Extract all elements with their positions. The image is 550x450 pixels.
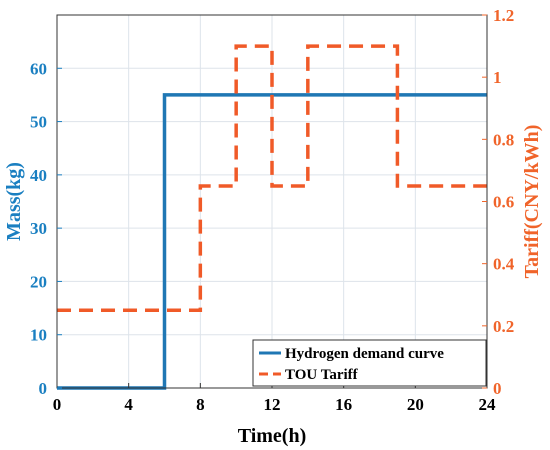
right-y-axis-ticks: 0 0.2 0.4 0.6 0.8 1 1.2 <box>482 6 515 398</box>
left-y-tick-label: 60 <box>30 59 47 78</box>
x-tick-label: 12 <box>264 395 281 414</box>
x-axis-label: Time(h) <box>238 425 307 447</box>
x-tick-label: 4 <box>124 395 133 414</box>
legend-box <box>252 339 487 387</box>
x-tick-label: 16 <box>335 395 352 414</box>
right-y-tick-label: 0.6 <box>493 193 514 212</box>
x-tick-label: 8 <box>196 395 205 414</box>
right-y-tick-label: 0.4 <box>493 255 515 274</box>
right-y-tick-label: 1.2 <box>493 6 514 25</box>
left-y-tick-label: 10 <box>30 326 47 345</box>
left-y-tick-label: 40 <box>30 166 47 185</box>
right-y-axis-label: Tariff(CNY/kWh) <box>521 125 543 279</box>
x-axis-ticks: 0 4 8 12 16 20 24 <box>53 383 496 414</box>
x-tick-label: 24 <box>479 395 497 414</box>
right-y-tick-label: 0.8 <box>493 130 514 149</box>
x-tick-label: 0 <box>53 395 62 414</box>
legend: Hydrogen demand curve TOU Tariff <box>252 339 487 387</box>
left-y-tick-label: 50 <box>30 113 47 132</box>
legend-label-demand: Hydrogen demand curve <box>285 346 444 362</box>
left-y-axis-ticks: 0 10 20 30 40 50 60 <box>30 59 62 398</box>
right-y-tick-label: 1 <box>493 68 502 87</box>
left-y-axis-label: Mass(kg) <box>3 162 25 241</box>
legend-label-tariff: TOU Tariff <box>285 367 359 383</box>
left-y-tick-label: 20 <box>30 272 47 291</box>
left-y-tick-label: 0 <box>39 379 48 398</box>
right-y-tick-label: 0.2 <box>493 317 514 336</box>
series-line-tariff <box>57 44 487 313</box>
right-y-tick-label: 0 <box>493 379 502 398</box>
grid <box>56 15 488 389</box>
left-y-tick-label: 30 <box>30 219 47 238</box>
x-tick-label: 20 <box>407 395 424 414</box>
